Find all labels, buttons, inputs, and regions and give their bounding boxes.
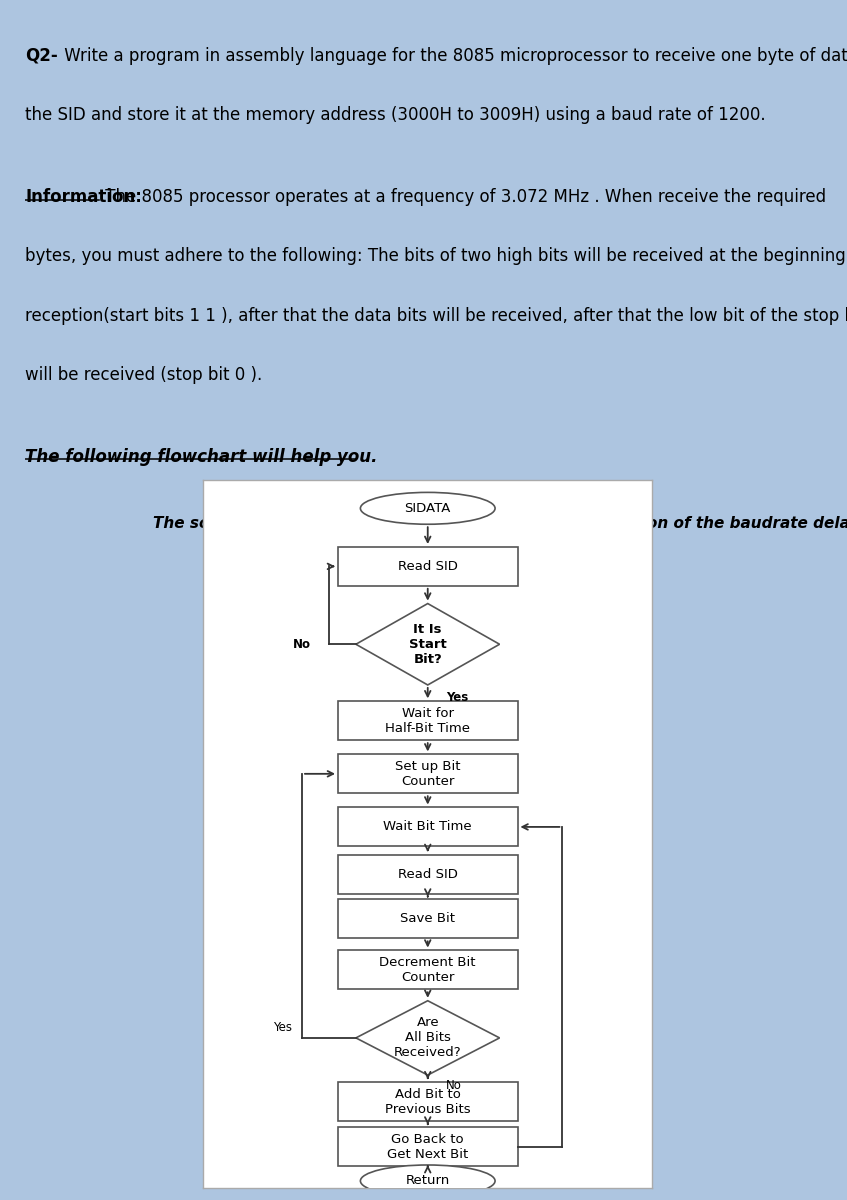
Text: The solution must be integrated and include the calculation of the baudrate dela: The solution must be integrated and incl…	[152, 516, 847, 532]
Ellipse shape	[361, 492, 495, 524]
Polygon shape	[356, 1001, 500, 1075]
Text: Return: Return	[406, 1175, 450, 1188]
Text: Information:: Information:	[25, 188, 142, 206]
Text: SIDATA: SIDATA	[405, 502, 451, 515]
Bar	[338, 1128, 518, 1166]
Text: No: No	[293, 637, 311, 650]
Text: Yes: Yes	[446, 691, 468, 703]
Text: Save Bit: Save Bit	[401, 912, 455, 925]
Bar	[338, 950, 518, 990]
Text: Are
All Bits
Received?: Are All Bits Received?	[394, 1016, 462, 1060]
Text: The 8085 processor operates at a frequency of 3.072 MHz . When receive the requi: The 8085 processor operates at a frequen…	[100, 188, 827, 206]
Bar	[338, 701, 518, 740]
Text: No: No	[446, 1079, 462, 1092]
Text: reception(start bits 1 1 ), after that the data bits will be received, after tha: reception(start bits 1 1 ), after that t…	[25, 307, 847, 325]
Bar	[338, 900, 518, 938]
Text: Q2-: Q2-	[25, 47, 58, 65]
Text: Go Back to
Get Next Bit: Go Back to Get Next Bit	[387, 1133, 468, 1160]
Text: Wait Bit Time: Wait Bit Time	[384, 821, 472, 834]
Text: It Is
Start
Bit?: It Is Start Bit?	[409, 623, 446, 666]
Text: Yes: Yes	[273, 1021, 292, 1033]
Text: Decrement Bit
Counter: Decrement Bit Counter	[379, 956, 476, 984]
Text: Add Bit to
Previous Bits: Add Bit to Previous Bits	[385, 1087, 471, 1116]
Bar	[338, 808, 518, 846]
Bar	[338, 547, 518, 586]
Text: The following flowchart will help you.: The following flowchart will help you.	[25, 448, 378, 466]
Text: the SID and store it at the memory address (3000H to 3009H) using a baud rate of: the SID and store it at the memory addre…	[25, 106, 766, 124]
Bar	[338, 854, 518, 894]
Bar	[338, 755, 518, 793]
Text: Write a program in assembly language for the 8085 microprocessor to receive one : Write a program in assembly language for…	[58, 47, 847, 65]
Polygon shape	[356, 604, 500, 685]
Text: Set up Bit
Counter: Set up Bit Counter	[395, 760, 461, 788]
Text: will be received (stop bit 0 ).: will be received (stop bit 0 ).	[25, 366, 263, 384]
Bar	[338, 1082, 518, 1121]
Text: bytes, you must adhere to the following: The bits of two high bits will be recei: bytes, you must adhere to the following:…	[25, 247, 847, 265]
Text: Wait for
Half-Bit Time: Wait for Half-Bit Time	[385, 707, 470, 734]
Ellipse shape	[361, 1165, 495, 1196]
Text: Read SID: Read SID	[398, 868, 457, 881]
Text: Read SID: Read SID	[398, 560, 457, 572]
